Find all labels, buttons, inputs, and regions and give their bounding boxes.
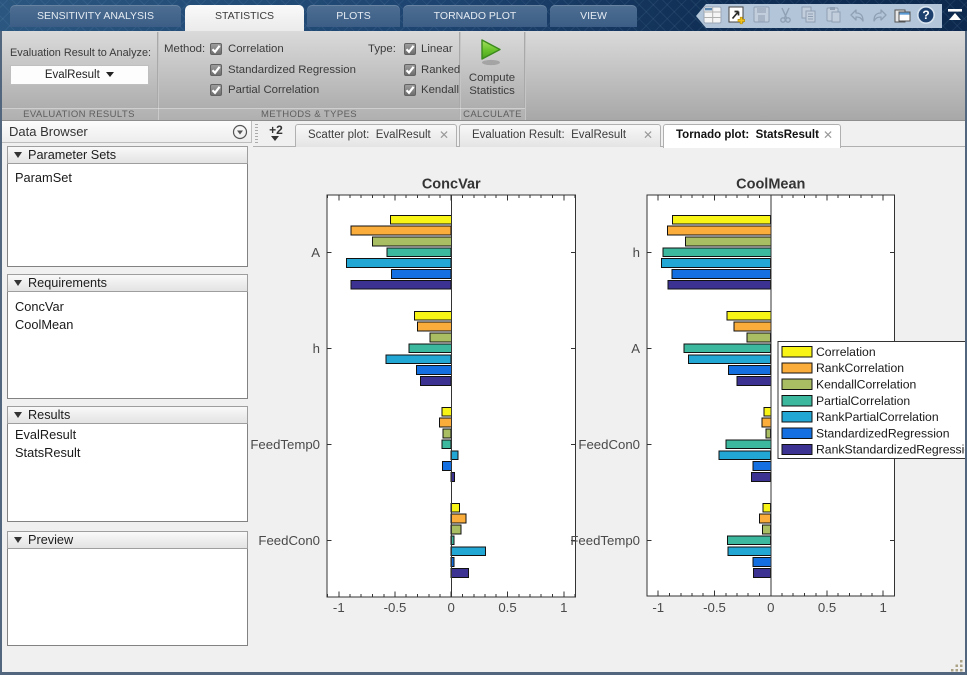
svg-text:1: 1 — [560, 600, 567, 615]
svg-text:FeedCon0: FeedCon0 — [258, 533, 320, 548]
svg-text:FeedCon0: FeedCon0 — [578, 437, 640, 452]
svg-text:CoolMean: CoolMean — [736, 177, 805, 193]
svg-text:RankPartialCorrelation: RankPartialCorrelation — [816, 410, 939, 424]
svg-text:0: 0 — [767, 600, 774, 615]
svg-text:Correlation: Correlation — [816, 345, 876, 359]
svg-text:0.5: 0.5 — [498, 600, 516, 615]
svg-text:-1: -1 — [652, 600, 664, 615]
svg-text:A: A — [311, 245, 320, 260]
svg-text:RankStandardizedRegression: RankStandardizedRegression — [816, 443, 965, 457]
svg-text:1: 1 — [880, 600, 887, 615]
svg-text:-0.5: -0.5 — [703, 600, 726, 615]
svg-text:FeedTemp0: FeedTemp0 — [570, 533, 640, 548]
svg-text:RankCorrelation: RankCorrelation — [816, 361, 904, 375]
svg-text:StandardizedRegression: StandardizedRegression — [816, 426, 949, 440]
svg-text:KendallCorrelation: KendallCorrelation — [816, 378, 916, 392]
svg-text:h: h — [313, 341, 320, 356]
svg-text:PartialCorrelation: PartialCorrelation — [816, 394, 910, 408]
svg-text:0: 0 — [448, 600, 455, 615]
svg-text:ConcVar: ConcVar — [422, 177, 481, 193]
svg-text:FeedTemp0: FeedTemp0 — [250, 437, 320, 452]
svg-text:0.5: 0.5 — [818, 600, 836, 615]
svg-text:h: h — [633, 245, 640, 260]
svg-text:-0.5: -0.5 — [384, 600, 407, 615]
svg-text:A: A — [631, 341, 640, 356]
svg-text:?: ? — [922, 8, 929, 22]
svg-text:-1: -1 — [333, 600, 345, 615]
